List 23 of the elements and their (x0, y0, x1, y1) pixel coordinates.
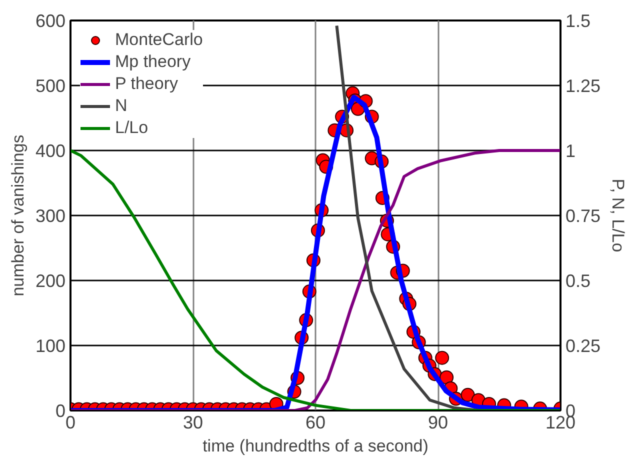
x-tick-label: 60 (305, 412, 326, 432)
y-tick-label: 300 (35, 206, 66, 226)
y2-tick-label: 0.5 (566, 271, 591, 291)
x-tick-label: 30 (182, 412, 204, 432)
legend-label: N (115, 96, 128, 116)
x-tick-label: 90 (428, 412, 448, 432)
y2-tick-label: 1.5 (566, 11, 591, 31)
y-tick-label: 200 (35, 271, 66, 291)
y2-tick-label: 0.25 (566, 336, 601, 356)
legend-label: Mp theory (115, 52, 191, 72)
y-tick-label: 600 (35, 11, 66, 31)
y2-tick-label: 0.75 (566, 206, 601, 226)
y-axis-title: number of vanishings (8, 134, 28, 296)
y2-tick-label: 1 (566, 141, 576, 161)
legend-label: MonteCarlo (115, 30, 203, 50)
legend-label: P theory (115, 74, 178, 94)
y2-axis-title: P, N, L/Lo (608, 178, 628, 252)
x-axis-title: time (hundredths of a second) (202, 436, 428, 456)
y-tick-label: 500 (35, 76, 66, 96)
y2-tick-label: 1.25 (566, 76, 601, 96)
legend-label: L/Lo (115, 118, 148, 138)
y-tick-label: 100 (35, 336, 66, 356)
y-tick-label: 400 (35, 141, 66, 161)
